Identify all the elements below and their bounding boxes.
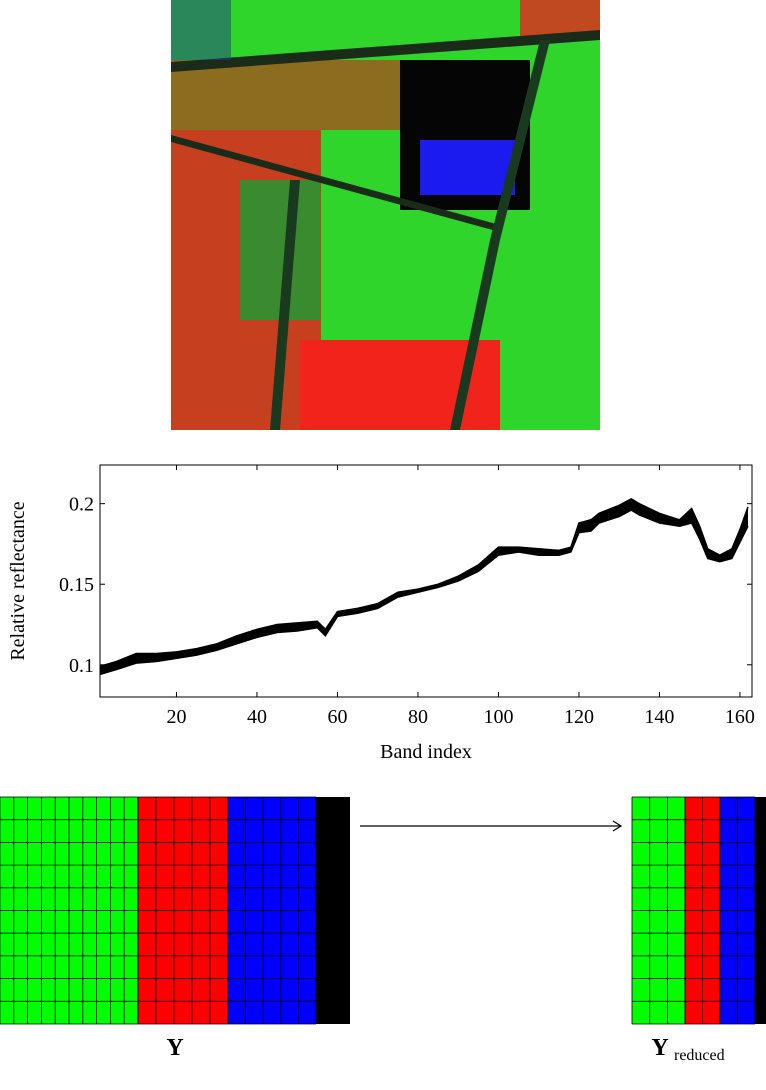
x-tick-label: 40 bbox=[247, 706, 267, 728]
x-tick-label: 20 bbox=[166, 706, 186, 728]
x-tick-label: 120 bbox=[564, 706, 594, 728]
left-label: Y bbox=[166, 1035, 183, 1061]
matrix-block bbox=[316, 797, 350, 1024]
band-fill bbox=[100, 498, 748, 675]
matrix-block bbox=[755, 797, 766, 1024]
y-axis-label: Relative reflectance bbox=[7, 501, 29, 660]
hyperspectral-image bbox=[171, 0, 600, 430]
right-subscript: reduced bbox=[674, 1047, 725, 1064]
right-label: Y bbox=[651, 1035, 668, 1061]
x-tick-label: 140 bbox=[644, 706, 674, 728]
diagram: Y Y reduced bbox=[166, 820, 725, 1064]
arrow-head bbox=[612, 820, 623, 832]
plot-frame bbox=[99, 464, 753, 698]
y-tick-label: 0.2 bbox=[69, 494, 94, 516]
x-tick-label: 60 bbox=[327, 706, 347, 728]
x-tick-label: 160 bbox=[725, 706, 755, 728]
x-tick-label: 80 bbox=[408, 706, 428, 728]
x-axis-label: Band index bbox=[380, 741, 472, 763]
x-tick-label: 100 bbox=[483, 706, 513, 728]
y-tick-label: 0.1 bbox=[69, 655, 94, 677]
y-tick-label: 0.15 bbox=[59, 574, 94, 596]
series-line bbox=[99, 497, 749, 668]
